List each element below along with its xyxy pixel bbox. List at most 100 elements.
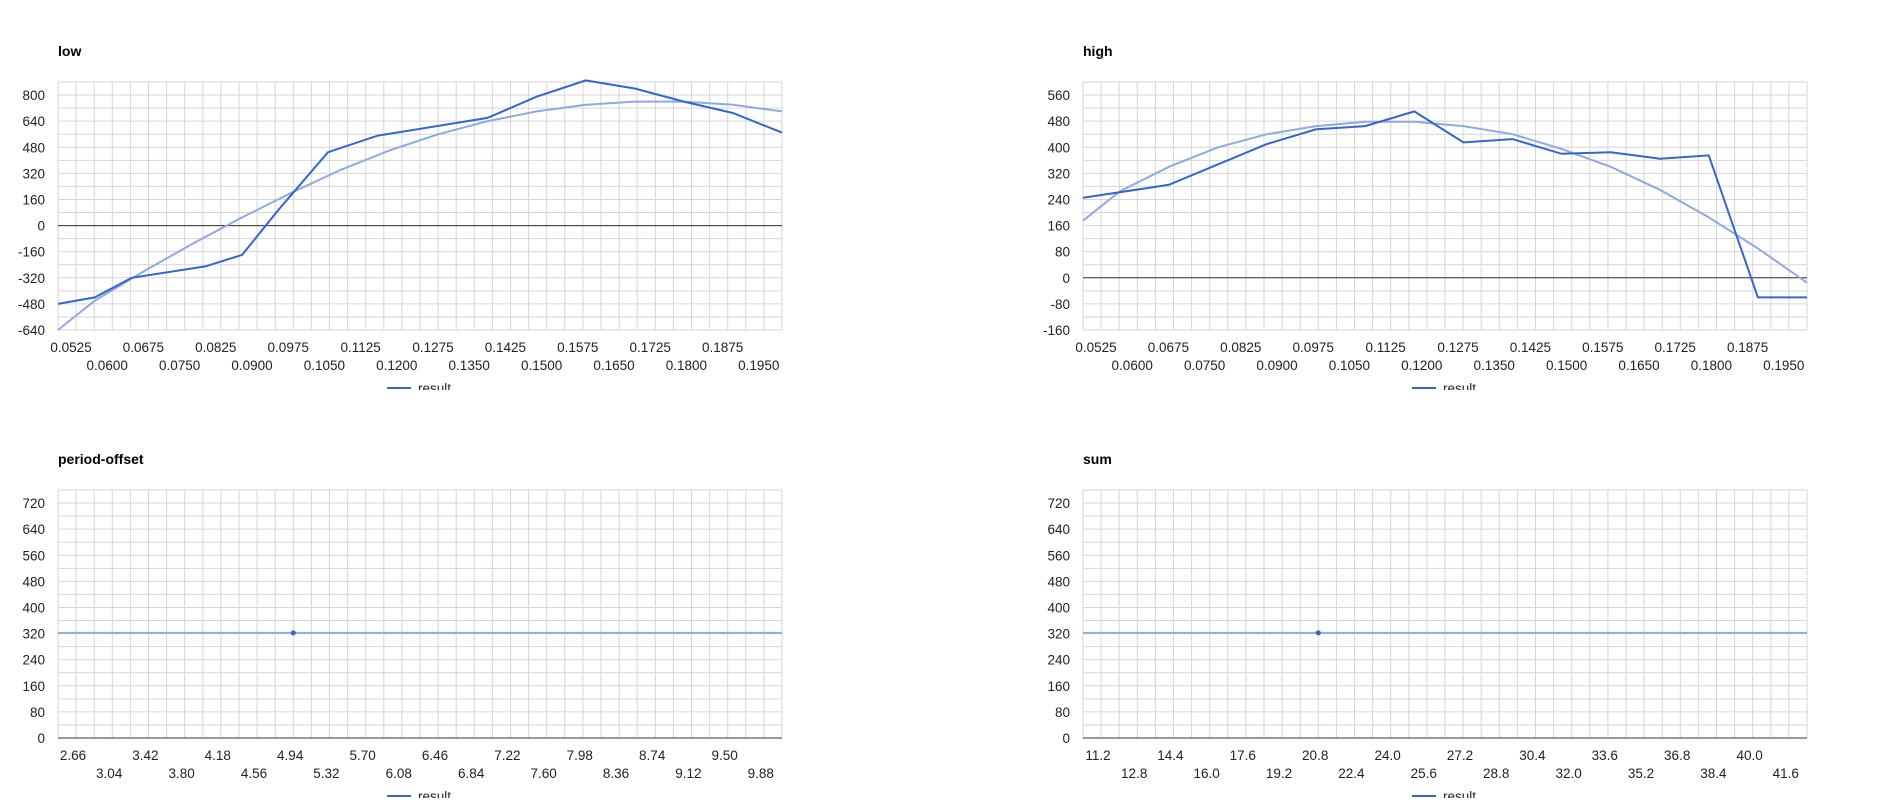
chart-plot: 0 80 160 240 320 400 480 560 640 720 11.2 12.8 14.4 1… [1047, 489, 1808, 798]
trendline [57, 100, 783, 331]
y-tick-label: -480 [18, 297, 45, 312]
x-tick-label: 17.6 [1230, 748, 1256, 763]
y-tick-label: 640 [22, 114, 45, 129]
x-tick-label: 0.0750 [1184, 358, 1225, 373]
x-tick-label: 7.22 [494, 748, 520, 763]
chart-period-offset: period-offset 0 80 160 240 320 400 480 560 640 72… [0, 408, 900, 798]
y-tick-label: 80 [1055, 245, 1070, 260]
y-tick-label: 720 [22, 496, 45, 511]
x-tick-label: 20.8 [1302, 748, 1328, 763]
chart-plot: -640 -480 -320 -160 0 160 320 480 640 800 0.0525 0.… [18, 79, 783, 390]
x-tick-label: 9.88 [748, 766, 774, 781]
x-tick-label: 0.1650 [593, 358, 634, 373]
y-tick-label: 0 [37, 731, 45, 746]
y-tick-label: 480 [1047, 114, 1070, 129]
x-tick-label: 0.1875 [702, 340, 743, 355]
x-tick-label: 38.4 [1700, 766, 1727, 781]
x-tick-label: 0.1050 [304, 358, 345, 373]
data-point [290, 630, 296, 636]
x-tick-label: 33.6 [1592, 748, 1618, 763]
x-tick-label: 0.0825 [1220, 340, 1261, 355]
x-tick-label: 0.0900 [231, 358, 272, 373]
chart-high: high -160 -80 0 80 160 240 320 400 480 560 0.0525 0… [1025, 0, 1881, 390]
chart-plot: -160 -80 0 80 160 240 320 400 480 560 0.0525 0.0600… [1043, 81, 1808, 390]
x-tick-label: 4.18 [205, 748, 231, 763]
x-tick-label: 0.1500 [521, 358, 562, 373]
y-tick-label: -160 [1043, 323, 1070, 338]
x-tick-label: 8.74 [639, 748, 666, 763]
y-tick-label: 400 [1047, 140, 1070, 155]
y-tick-label: 160 [22, 192, 45, 207]
chart-title: low [58, 43, 82, 59]
x-tick-label: 9.50 [711, 748, 737, 763]
y-tick-label: 240 [1047, 653, 1070, 668]
x-tick-label: 36.8 [1664, 748, 1690, 763]
y-tick-label: -160 [18, 245, 45, 260]
x-tick-label: 0.1725 [1655, 340, 1696, 355]
legend-label: result [418, 381, 451, 390]
x-tick-label: 5.32 [313, 766, 339, 781]
y-tick-label: 720 [1047, 496, 1070, 511]
y-tick-label: 0 [1062, 271, 1070, 286]
x-tick-label: 22.4 [1338, 766, 1365, 781]
y-tick-label: 400 [22, 600, 45, 615]
x-tick-label: 0.1200 [376, 358, 417, 373]
x-tick-label: 0.1125 [340, 340, 380, 355]
x-tick-label: 14.4 [1157, 748, 1184, 763]
x-tick-label: 0.1125 [1365, 340, 1405, 355]
x-tick-label: 19.2 [1266, 766, 1292, 781]
x-tick-label: 0.1275 [412, 340, 453, 355]
x-tick-label: 6.08 [386, 766, 412, 781]
y-tick-label: 160 [22, 679, 45, 694]
y-tick-label: 320 [22, 627, 45, 642]
x-tick-label: 0.1800 [1691, 358, 1732, 373]
trendline [1082, 120, 1808, 284]
y-tick-label: -640 [18, 323, 45, 338]
x-tick-label: 0.1425 [1510, 340, 1551, 355]
y-tick-label: 80 [30, 705, 45, 720]
x-tick-label: 0.0675 [123, 340, 164, 355]
x-tick-label: 2.66 [60, 748, 86, 763]
y-tick-label: 320 [1047, 627, 1070, 642]
x-tick-label: 32.0 [1555, 766, 1581, 781]
x-tick-label: 0.0975 [268, 340, 309, 355]
x-tick-label: 12.8 [1121, 766, 1147, 781]
chart-title: period-offset [58, 451, 144, 467]
chart-plot: 0 80 160 240 320 400 480 560 640 720 2.66 3.04 3.42 3… [22, 489, 783, 798]
y-tick-label: 480 [1047, 574, 1070, 589]
x-tick-label: 30.4 [1519, 748, 1546, 763]
x-tick-label: 0.0900 [1256, 358, 1297, 373]
x-tick-label: 0.1350 [1474, 358, 1515, 373]
x-tick-label: 0.0825 [195, 340, 236, 355]
y-tick-label: 240 [22, 653, 45, 668]
y-tick-label: -320 [18, 271, 45, 286]
x-tick-label: 7.60 [530, 766, 556, 781]
x-tick-label: 8.36 [603, 766, 629, 781]
x-tick-label: 35.2 [1628, 766, 1654, 781]
x-tick-label: 0.1950 [1763, 358, 1804, 373]
y-tick-label: 560 [1047, 548, 1070, 563]
x-tick-label: 24.0 [1374, 748, 1400, 763]
x-tick-label: 11.2 [1085, 748, 1110, 763]
x-tick-label: 4.56 [241, 766, 267, 781]
x-tick-label: 7.98 [567, 748, 593, 763]
x-tick-label: 3.42 [132, 748, 158, 763]
x-tick-label: 0.0750 [159, 358, 200, 373]
x-tick-label: 3.80 [168, 766, 194, 781]
x-tick-label: 0.0525 [50, 340, 91, 355]
x-tick-label: 0.1725 [630, 340, 671, 355]
x-tick-label: 0.1050 [1329, 358, 1370, 373]
x-tick-label: 0.0600 [87, 358, 128, 373]
x-tick-label: 28.8 [1483, 766, 1509, 781]
y-tick-label: 640 [1047, 522, 1070, 537]
chart-title: sum [1083, 451, 1112, 467]
x-tick-label: 0.1575 [557, 340, 598, 355]
x-tick-label: 0.1275 [1437, 340, 1478, 355]
y-tick-label: 160 [1047, 219, 1070, 234]
y-tick-label: 560 [22, 548, 45, 563]
chart-low: low -640 -480 -320 -160 0 160 320 480 640 800 0.05… [0, 0, 900, 390]
x-tick-label: 4.94 [277, 748, 304, 763]
y-tick-label: 640 [22, 522, 45, 537]
y-tick-label: 240 [1047, 192, 1070, 207]
chart-title: high [1083, 43, 1113, 59]
